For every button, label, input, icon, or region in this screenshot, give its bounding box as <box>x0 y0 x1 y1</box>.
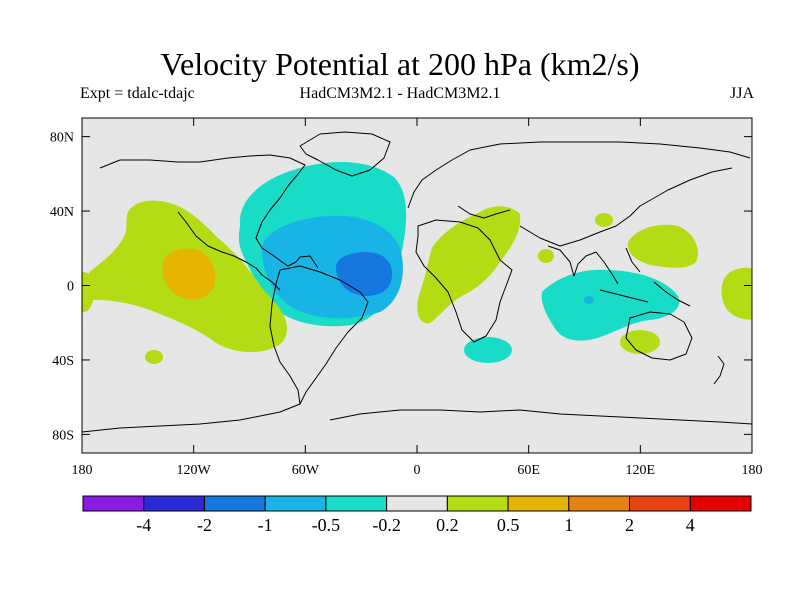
y-tick-label: 0 <box>67 280 74 295</box>
contour-pos-central-pacific-max <box>162 248 216 300</box>
colorbar-swatch <box>386 495 448 512</box>
coastline-central-america <box>177 211 281 291</box>
x-tick-label: 180 <box>742 463 763 478</box>
y-tick-label: 40S <box>52 354 74 369</box>
coastline-south-america <box>269 265 369 405</box>
contour-pos-australia <box>620 330 660 354</box>
colorbar-swatch <box>325 495 388 512</box>
contour-pos-dateline-west <box>82 272 94 312</box>
colorbar-level-label: -0.2 <box>372 515 401 535</box>
coastline-south-east-asia <box>595 247 691 307</box>
x-tick-label: 180 <box>72 463 93 478</box>
contour-pos-africa <box>417 206 521 324</box>
x-tick-label: 60E <box>517 463 540 478</box>
contour-pos-south-west-pacific <box>721 267 752 320</box>
coastline-europe-asia <box>407 141 751 247</box>
coastline-antarctica <box>82 403 752 433</box>
x-tick-label: 120E <box>626 463 656 478</box>
contour-neg-atlantic-core <box>336 252 393 296</box>
contour-pos-west-pacific <box>627 224 698 268</box>
colorbar-swatch <box>143 495 205 512</box>
colorbar-level-label: -1 <box>258 515 273 535</box>
colorbar-level-label: -0.5 <box>312 515 341 535</box>
colorbar-swatch <box>689 495 752 512</box>
coastline-australia <box>625 311 693 361</box>
season-label: JJA <box>729 85 754 102</box>
colorbar-level-label: 1 <box>564 515 573 535</box>
chart-title: Velocity Potential at 200 hPa (km2/s) <box>160 46 640 82</box>
contour-neg-south-africa <box>464 337 512 363</box>
colorbar-level-label: -2 <box>197 515 212 535</box>
coastline-africa <box>415 219 513 343</box>
colorbar-swatch <box>507 495 570 512</box>
colorbar-swatch <box>446 495 509 512</box>
colorbar-swatch <box>82 495 145 512</box>
y-tick-label: 80N <box>50 131 74 146</box>
contour-pos-south-asia <box>538 249 554 263</box>
y-tick-label: 40N <box>50 205 74 220</box>
coastline-india <box>547 245 597 277</box>
model-label: HadCM3M2.1 - HadCM3M2.1 <box>299 85 501 102</box>
colorbar-swatch <box>203 495 266 512</box>
contour-pos-east-asia <box>595 213 613 227</box>
coastline-greenland <box>299 131 391 177</box>
colorbar-swatch <box>629 495 691 512</box>
contour-neg-indian-ocean-core <box>584 296 594 304</box>
experiment-label: Expt = tdalc-tdajc <box>80 85 195 102</box>
colorbar-level-label: 2 <box>625 515 634 535</box>
coastline-north-america <box>99 154 319 269</box>
x-tick-label: 0 <box>414 463 421 478</box>
colorbar-level-label: 4 <box>686 515 695 535</box>
colorbar-swatch <box>264 495 327 512</box>
contour-pos-south-pacific-small <box>145 350 163 364</box>
colorbar-level-label: 0.2 <box>436 515 459 535</box>
y-tick-label: 80S <box>52 428 74 443</box>
colorbar-level-label: 0.5 <box>497 515 520 535</box>
coastline-new-zealand <box>713 355 725 385</box>
contour-neg-indian-ocean <box>541 269 680 341</box>
colorbar-level-label: -4 <box>136 515 151 535</box>
colorbar-swatch <box>568 495 631 512</box>
x-tick-label: 120W <box>177 463 212 478</box>
x-tick-label: 60W <box>292 463 320 478</box>
